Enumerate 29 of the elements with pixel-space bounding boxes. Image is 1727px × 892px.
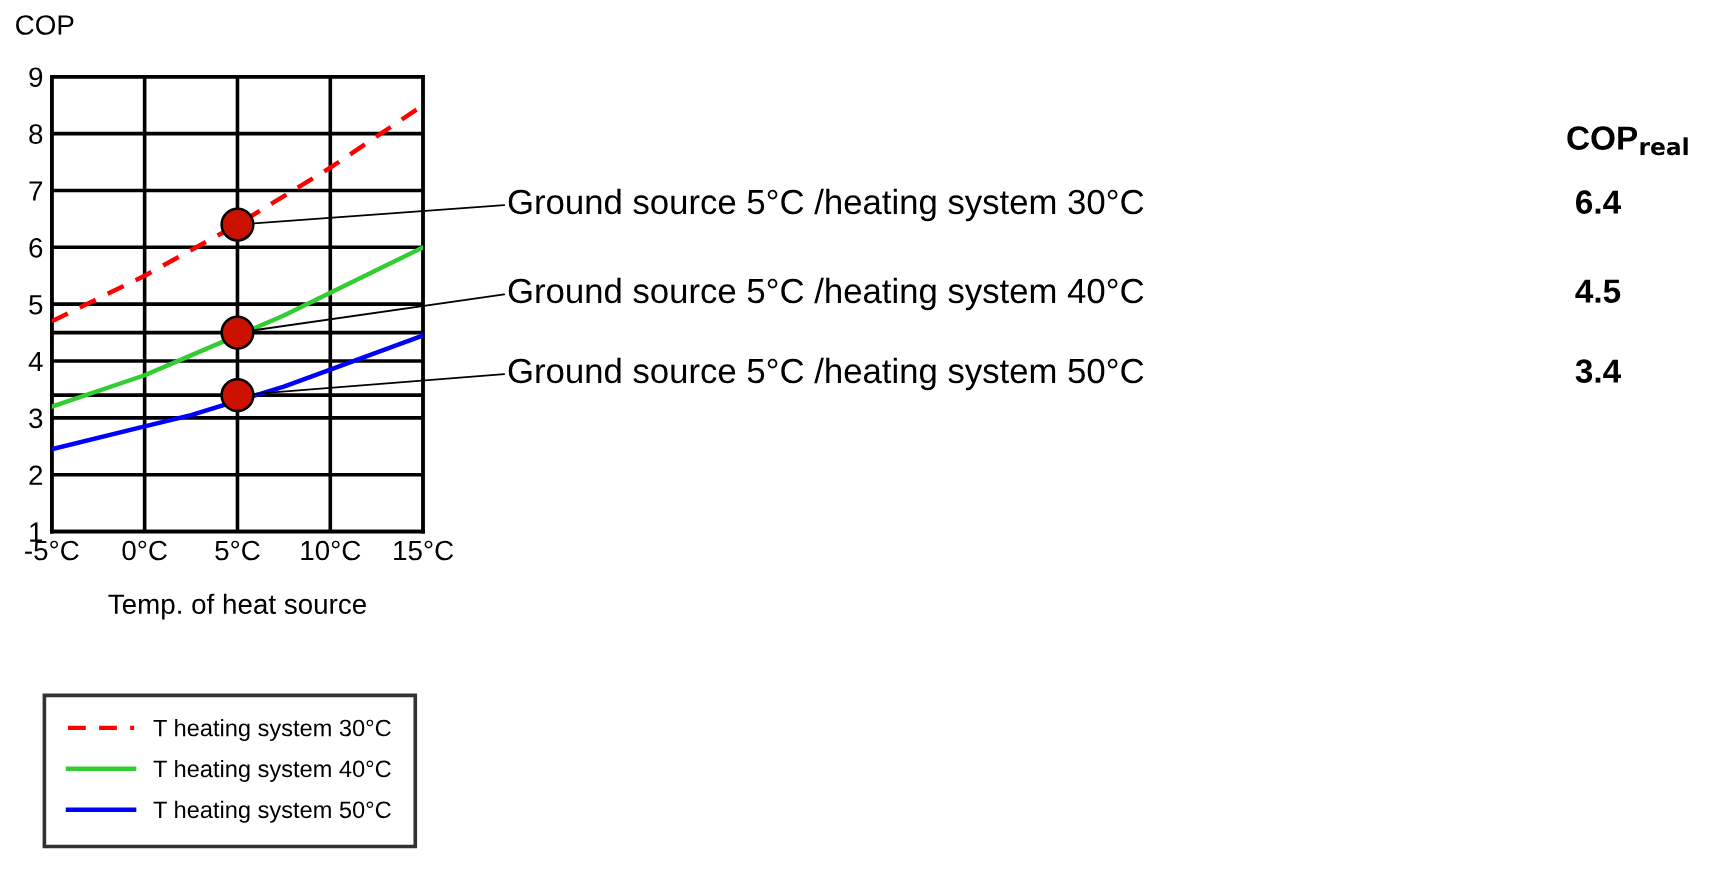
y-tick-label: 9 — [29, 67, 43, 88]
y-tick-label: 5 — [29, 295, 43, 315]
y-tick-label: 3 — [29, 408, 43, 429]
point — [220, 207, 255, 242]
point — [220, 378, 255, 413]
line-series — [51, 245, 424, 409]
legend-label: T heating system 40°C — [153, 759, 391, 782]
y-tick-label: 4 — [28, 351, 43, 372]
text: COP$_{real}$ — [1567, 126, 1688, 156]
x-tick-label: -5°C — [25, 540, 79, 561]
y-axis-title: COP — [16, 15, 74, 35]
text: Ground source 5°C /heating system 40°C — [508, 277, 1144, 311]
x-tick-label: 0°C — [122, 540, 167, 561]
y-tick-label: 2 — [29, 465, 43, 485]
legend-label: T heating system 30°C — [153, 719, 391, 742]
text: 6.4 — [1576, 190, 1621, 214]
y-tick-label: 7 — [29, 181, 43, 201]
x-tick-label: 15°C — [394, 540, 454, 561]
legend-label: T heating system 50°C — [153, 800, 391, 823]
x-tick-label: 5°C — [215, 540, 260, 561]
text: 3.4 — [1575, 359, 1621, 383]
text: Ground source 5°C /heating system 50°C — [508, 357, 1144, 391]
point — [220, 315, 255, 350]
text: Ground source 5°C /heating system 30°C — [508, 188, 1144, 222]
x-axis-title: Temp. of heat source — [108, 593, 366, 620]
y-tick-label: 6 — [29, 237, 43, 258]
x-tick-label: 10°C — [301, 540, 361, 561]
y-tick-label: 8 — [29, 124, 43, 144]
text: 4.5 — [1575, 279, 1621, 303]
